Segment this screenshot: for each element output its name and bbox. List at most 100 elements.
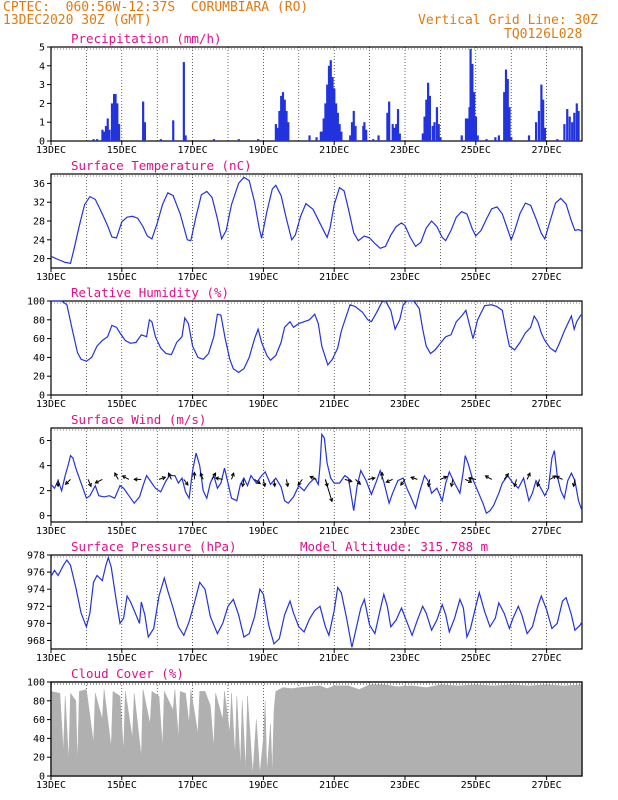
x-tick-label: 25DEC: [461, 653, 491, 664]
x-tick-label: 19DEC: [248, 399, 278, 410]
precip-bar: [506, 78, 509, 141]
wind-arrow: [211, 472, 217, 480]
y-tick-label: 5: [39, 43, 45, 54]
y-tick-label: 24: [33, 235, 45, 246]
wind-arrow-head: [348, 478, 353, 483]
wind-arrow-head: [379, 471, 385, 476]
panel-2: [47, 173, 583, 272]
precip-bar: [575, 103, 578, 141]
precip-bar: [159, 139, 162, 141]
precip-bar: [106, 118, 109, 141]
precip-bar: [280, 95, 283, 141]
x-tick-label: 27DEC: [532, 526, 562, 537]
series-line: [50, 555, 583, 648]
panel-title: Surface Wind (m/s): [71, 412, 206, 427]
wind-arrow-head: [309, 475, 314, 480]
precip-bar: [497, 135, 501, 141]
precip-bar: [388, 101, 391, 141]
precip-bar: [534, 122, 538, 141]
wind-arrow: [122, 475, 130, 480]
x-tick-label: 23DEC: [390, 780, 420, 791]
panel-6: [47, 681, 583, 780]
wind-arrow: [503, 473, 509, 480]
precip-bar: [431, 125, 434, 141]
precip-bar: [437, 124, 440, 141]
precip-bar: [476, 135, 479, 141]
wind-arrow: [231, 472, 235, 480]
x-tick-label: 19DEC: [248, 145, 278, 156]
x-tick-label: 23DEC: [390, 272, 420, 283]
wind-arrow-head: [262, 482, 267, 488]
wind-arrow: [309, 476, 317, 480]
x-tick-label: 27DEC: [532, 780, 562, 791]
wind-arrow-head: [536, 482, 541, 488]
wind-arrow-head: [167, 472, 172, 477]
x-tick-label: 19DEC: [248, 653, 278, 664]
y-tick-label: 100: [27, 678, 45, 689]
wind-arrow: [183, 479, 189, 486]
y-tick-label: 972: [27, 602, 45, 613]
series-line: [51, 300, 583, 374]
wind-arrow: [65, 479, 71, 485]
precip-bar: [464, 118, 468, 141]
wind-arrow-head: [426, 482, 432, 488]
precip-bar: [281, 92, 285, 141]
precip-bar: [439, 137, 442, 141]
y-tick-label: 80: [33, 315, 45, 326]
wind-arrow: [254, 478, 261, 484]
y-tick-label: 970: [27, 619, 45, 630]
y-tick-label: 100: [27, 297, 45, 308]
x-tick-label: 13DEC: [36, 780, 66, 791]
model-code: TQ0126L028: [504, 27, 583, 42]
x-tick-label: 21DEC: [319, 526, 349, 537]
wind-arrow: [526, 472, 531, 480]
precip-bar: [460, 135, 463, 141]
precip-bar: [322, 118, 325, 141]
wind-arrow: [485, 475, 492, 480]
wind-arrow: [285, 479, 289, 487]
x-tick-label: 19DEC: [248, 272, 278, 283]
precip-bar: [326, 84, 329, 141]
precip-bar: [494, 137, 497, 141]
precip-bar: [428, 95, 431, 141]
precip-bar: [340, 131, 343, 141]
wind-arrow-head: [555, 475, 560, 480]
wind-arrow-head: [329, 497, 334, 503]
wind-arrow-head: [184, 481, 189, 486]
y-tick-label: 0: [39, 137, 45, 148]
precip-bar: [320, 131, 324, 141]
panel-1: [47, 46, 583, 145]
y-tick-label: 36: [33, 179, 45, 190]
precip-bar: [116, 103, 119, 141]
precip-bar: [540, 84, 543, 141]
precip-bar: [571, 122, 574, 141]
precip-bar: [393, 127, 396, 141]
x-tick-label: 27DEC: [532, 399, 562, 410]
grid-note: Vertical Grid Line: 30Z: [418, 13, 599, 28]
precip-bar: [237, 139, 240, 141]
precip-bar: [423, 116, 426, 141]
precip-bar: [537, 110, 541, 141]
precip-bar: [391, 124, 394, 141]
precip-bar: [110, 103, 114, 141]
precip-bar: [334, 103, 338, 141]
wind-arrow: [464, 478, 472, 483]
x-tick-label: 15DEC: [107, 653, 137, 664]
y-tick-label: 40: [33, 353, 45, 364]
precip-bar: [421, 133, 424, 141]
precip-bar: [395, 124, 398, 141]
wind-arrow: [344, 478, 352, 482]
precip-bar: [435, 107, 439, 141]
precip-bar: [542, 99, 545, 141]
x-tick-label: 17DEC: [178, 653, 208, 664]
precip-bar: [103, 131, 106, 141]
wind-arrow: [95, 478, 103, 484]
wind-arrow-head: [297, 481, 302, 486]
precip-bar: [386, 112, 389, 141]
x-tick-label: 17DEC: [178, 399, 208, 410]
wind-arrow-head: [467, 476, 473, 481]
precip-bar: [336, 112, 339, 141]
panel-4: [47, 427, 583, 526]
precip-bar: [503, 92, 506, 141]
